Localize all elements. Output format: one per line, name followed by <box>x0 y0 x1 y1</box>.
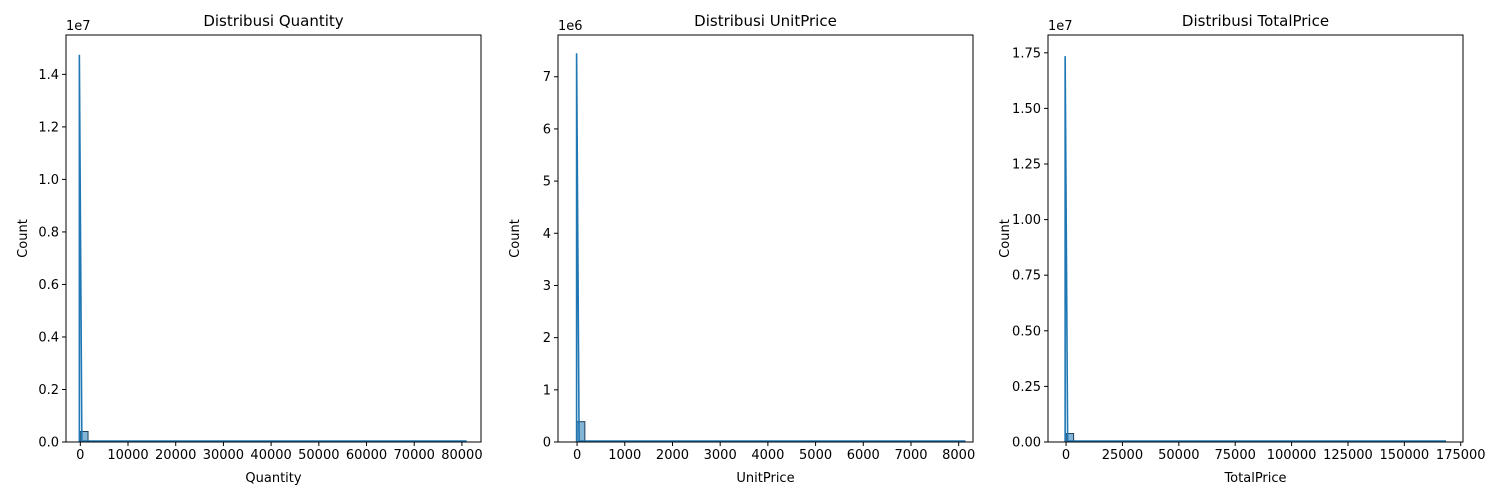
y-tick-label: 4 <box>543 227 551 242</box>
x-tick-label: 125000 <box>1323 448 1373 463</box>
x-tick-label: 80000 <box>441 448 482 463</box>
y-offset-label: 1e7 <box>66 19 91 34</box>
x-tick-label: 40000 <box>250 448 291 463</box>
y-tick-label: 0.75 <box>1012 269 1041 284</box>
y-axis-label: Count <box>508 219 523 258</box>
y-axis-label: Count <box>998 219 1013 258</box>
chart-panel-3: 0 25000 50000 75000 100000 125000 150000 175000… <box>998 12 1486 486</box>
y-tick-label: 5 <box>543 175 551 190</box>
x-tick-label: 0 <box>573 448 581 463</box>
y-tick-label: 1.2 <box>38 120 59 135</box>
y-tick-label: 1.00 <box>1012 213 1041 228</box>
x-tick-label: 175000 <box>1436 448 1486 463</box>
x-tick-label: 0 <box>76 448 84 463</box>
y-tick-label: 1.25 <box>1012 157 1041 172</box>
x-tick-label: 1000 <box>608 448 641 463</box>
y-offset-label: 1e6 <box>558 19 583 34</box>
y-tick-label: 3 <box>543 279 551 294</box>
chart-panel-1: 0 10000 20000 30000 40000 50000 60000 70000 8000… <box>16 12 483 486</box>
x-tick-label: 150000 <box>1380 448 1430 463</box>
x-tick-label: 3000 <box>704 448 737 463</box>
y-tick-label: 0.50 <box>1012 324 1041 339</box>
x-tick-label: 25000 <box>1102 448 1143 463</box>
kde-line <box>78 54 467 442</box>
axes-frame <box>1047 34 1464 443</box>
y-tick-label: 1.4 <box>38 68 59 83</box>
y-axis-label: Count <box>16 219 31 258</box>
x-tick-label: 50000 <box>1158 448 1199 463</box>
y-tick-label: 0.0 <box>38 436 59 451</box>
kde-line <box>575 53 966 442</box>
y-tick-label: 0.6 <box>38 278 59 293</box>
x-tick-label: 0 <box>1062 448 1070 463</box>
chart-title: Distribusi UnitPrice <box>694 12 837 30</box>
x-tick-label: 100000 <box>1267 448 1317 463</box>
y-offset-label: 1e7 <box>1048 19 1073 34</box>
y-tick-label: 6 <box>543 122 551 137</box>
y-tick-label: 0.8 <box>38 225 59 240</box>
y-tick-label: 0.2 <box>38 383 59 398</box>
y-tick-label: 1.0 <box>38 173 59 188</box>
x-tick-label: 70000 <box>394 448 435 463</box>
x-axis-label: TotalPrice <box>1223 471 1286 486</box>
x-tick-label: 10000 <box>107 448 148 463</box>
x-tick-label: 5000 <box>799 448 832 463</box>
y-tick-label: 0.00 <box>1012 436 1041 451</box>
x-tick-label: 60000 <box>346 448 387 463</box>
x-tick-label: 20000 <box>155 448 196 463</box>
kde-line <box>1064 56 1447 442</box>
x-tick-label: 75000 <box>1215 448 1256 463</box>
x-tick-label: 4000 <box>751 448 784 463</box>
chart-title: Distribusi Quantity <box>203 12 343 30</box>
y-tick-label: 0.4 <box>38 330 59 345</box>
y-tick-label: 1.75 <box>1012 46 1041 61</box>
x-tick-label: 8000 <box>942 448 975 463</box>
y-tick-label: 0 <box>543 436 551 451</box>
x-axis-label: UnitPrice <box>736 471 794 486</box>
x-tick-label: 7000 <box>894 448 927 463</box>
x-tick-label: 30000 <box>203 448 244 463</box>
y-tick-label: 1.50 <box>1012 102 1041 117</box>
x-tick-label: 6000 <box>847 448 880 463</box>
chart-title: Distribusi TotalPrice <box>1182 12 1329 30</box>
y-tick-label: 1 <box>543 383 551 398</box>
chart-panel-2: 0 1000 2000 3000 4000 5000 6000 7000 8000 0 1 2 3 4 5 6… <box>508 12 975 486</box>
y-tick-label: 7 <box>543 70 551 85</box>
axes-frame <box>557 34 974 443</box>
x-tick-label: 2000 <box>656 448 689 463</box>
x-tick-label: 50000 <box>298 448 339 463</box>
x-axis-label: Quantity <box>245 471 301 486</box>
y-tick-label: 0.25 <box>1012 380 1041 395</box>
y-tick-label: 2 <box>543 331 551 346</box>
axes-frame <box>65 34 482 443</box>
